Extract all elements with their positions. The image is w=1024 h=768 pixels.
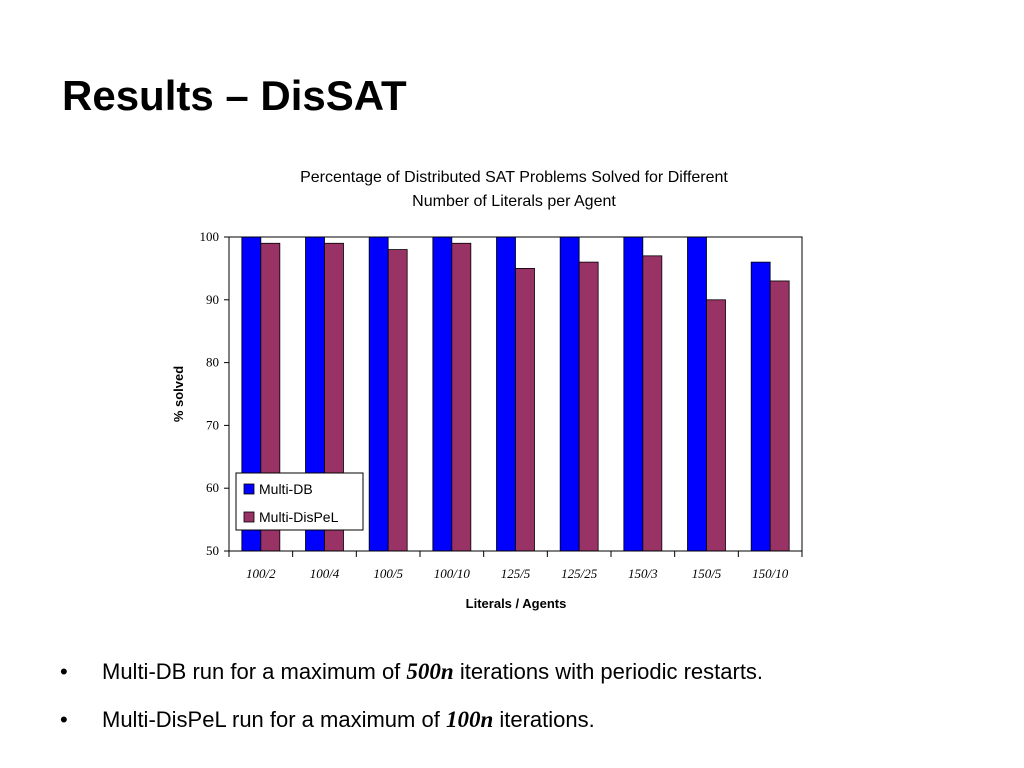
legend-box — [235, 472, 364, 531]
x-tick-label: 100/5 — [373, 566, 403, 581]
legend-swatch-multi-db — [243, 483, 255, 495]
bar-chart: Percentage of Distributed SAT Problems S… — [171, 169, 803, 611]
y-tick-label: 80 — [206, 355, 219, 370]
bullet-emphasis: 500n — [406, 659, 454, 684]
bar-multi-dispel-125-5 — [515, 267, 535, 552]
x-tick-label: 125/25 — [561, 566, 598, 581]
y-tick-label: 70 — [206, 417, 219, 432]
y-tick-label: 50 — [206, 543, 219, 558]
bar-multi-dispel-125-25 — [578, 261, 599, 552]
y-tick-label: 60 — [206, 480, 219, 495]
bar-multi-dispel-100-5 — [387, 249, 408, 552]
legend-swatch-multi-dispel — [243, 511, 255, 523]
bullet-text: Multi-DB run for a maximum of — [102, 659, 407, 684]
x-axis: 100/2 100/4 100/5 100/10 125/5 125/25 150/3 150… — [228, 551, 803, 581]
bullet-text: iterations with periodic restarts. — [453, 659, 764, 684]
slide-title: Results – DisSAT — [62, 72, 407, 119]
chart-title-line-2: Number of Literals per Agent — [412, 193, 616, 210]
bars-group — [241, 236, 790, 552]
x-tick-label: 100/2 — [246, 566, 276, 581]
bullet-emphasis: 100n — [445, 707, 494, 732]
legend-label-multi-dispel: Multi-DisPeL — [259, 509, 339, 525]
bar-multi-db-150-10 — [750, 261, 771, 552]
x-tick-label: 100/10 — [434, 566, 471, 581]
x-tick-label: 150/3 — [628, 566, 658, 581]
bar-multi-db-100-5 — [368, 236, 389, 552]
bar-multi-dispel-100-10 — [451, 242, 472, 552]
chart-title-line-1: Percentage of Distributed SAT Problems S… — [300, 169, 728, 186]
y-axis: 50 60 70 80 90 100 — [200, 229, 229, 558]
y-axis-label: % solved — [171, 366, 186, 422]
x-tick-label: 100/4 — [310, 566, 340, 581]
bullet-symbol: • — [60, 659, 68, 684]
chart-title: Percentage of Distributed SAT Problems S… — [300, 169, 728, 210]
bar-multi-db-125-25 — [559, 236, 580, 552]
bar-multi-dispel-150-5 — [706, 299, 726, 552]
bullet-text: Multi-DisPeL run for a maximum of — [102, 707, 446, 732]
x-axis-label: Literals / Agents — [466, 596, 567, 611]
x-tick-label: 125/5 — [501, 566, 531, 581]
bar-multi-dispel-150-10 — [769, 280, 790, 552]
bullet-item: • Multi-DisPeL run for a maximum of 100n … — [60, 700, 763, 748]
bullet-text: iterations. — [493, 707, 595, 732]
y-tick-label: 90 — [206, 292, 219, 307]
y-tick-label: 100 — [200, 229, 220, 244]
plot-border — [228, 236, 803, 552]
legend-label-multi-db: Multi-DB — [259, 481, 313, 497]
bar-multi-db-125-5 — [496, 236, 516, 552]
bullet-list: • Multi-DB run for a maximum of 500n iter… — [60, 652, 763, 748]
bullet-symbol: • — [60, 707, 68, 732]
bullet-item: • Multi-DB run for a maximum of 500n iter… — [60, 652, 763, 700]
bar-multi-dispel-150-3 — [642, 255, 663, 552]
bar-multi-db-150-5 — [687, 236, 707, 552]
legend: Multi-DB Multi-DisPeL — [235, 472, 364, 531]
x-tick-label: 150/10 — [752, 566, 789, 581]
bar-multi-db-150-3 — [623, 236, 644, 552]
bar-multi-db-100-10 — [432, 236, 453, 552]
x-tick-label: 150/5 — [692, 566, 722, 581]
